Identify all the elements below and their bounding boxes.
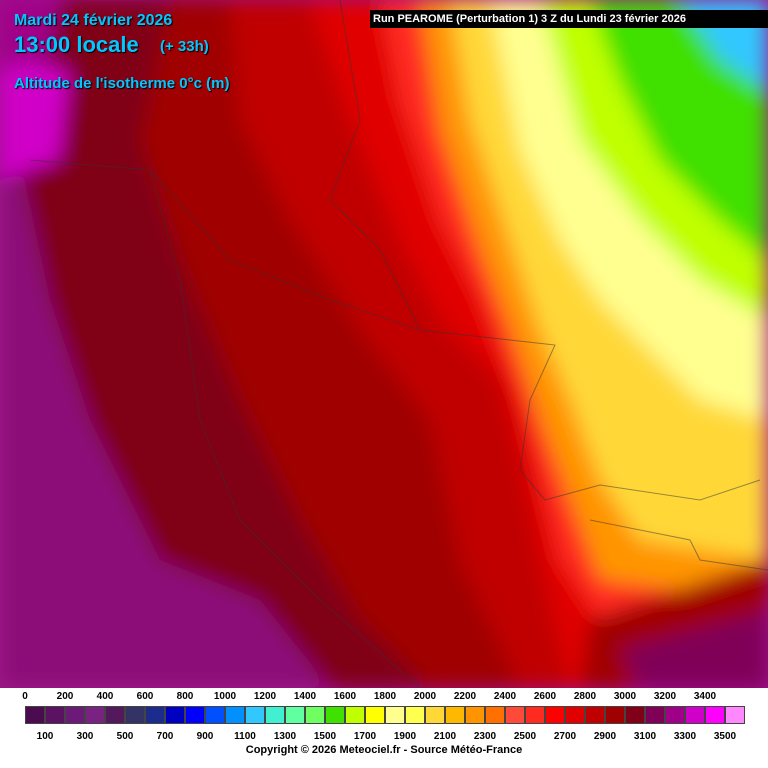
legend-swatch	[365, 706, 385, 724]
legend-swatch	[85, 706, 105, 724]
legend-swatch	[585, 706, 605, 724]
legend-label: 1700	[353, 731, 377, 742]
legend-swatch	[225, 706, 245, 724]
legend-label: 3100	[633, 731, 657, 742]
lead-time: (+ 33h)	[160, 38, 209, 55]
legend-label: 3300	[673, 731, 697, 742]
legend-swatch	[285, 706, 305, 724]
legend-swatch	[565, 706, 585, 724]
legend-label: 0	[22, 691, 28, 702]
legend-label: 700	[156, 731, 174, 742]
legend-label: 2800	[573, 691, 597, 702]
legend-swatch	[625, 706, 645, 724]
legend-label: 200	[56, 691, 74, 702]
legend-label: 900	[196, 731, 214, 742]
legend-label: 2900	[593, 731, 617, 742]
legend-label: 300	[76, 731, 94, 742]
legend-swatch	[665, 706, 685, 724]
legend-swatch	[725, 706, 745, 724]
legend-swatch	[545, 706, 565, 724]
legend-label: 100	[36, 731, 54, 742]
legend-label: 600	[136, 691, 154, 702]
legend-swatch	[345, 706, 365, 724]
legend-label: 2700	[553, 731, 577, 742]
legend-swatch	[245, 706, 265, 724]
legend-swatch	[105, 706, 125, 724]
legend-label: 400	[96, 691, 114, 702]
legend-swatch	[45, 706, 65, 724]
legend-swatch	[265, 706, 285, 724]
legend-label: 2600	[533, 691, 557, 702]
legend-label: 1800	[373, 691, 397, 702]
legend-label: 500	[116, 731, 134, 742]
legend-swatch	[205, 706, 225, 724]
legend-label: 3000	[613, 691, 637, 702]
legend-swatch	[65, 706, 85, 724]
time: 13:00 locale	[14, 32, 139, 57]
legend-swatch	[605, 706, 625, 724]
legend-label: 2000	[413, 691, 437, 702]
legend-label: 2100	[433, 731, 457, 742]
legend-label: 1500	[313, 731, 337, 742]
legend-label: 1300	[273, 731, 297, 742]
legend-label: 3400	[693, 691, 717, 702]
legend-swatch	[705, 706, 725, 724]
legend-swatch	[165, 706, 185, 724]
legend-swatch	[325, 706, 345, 724]
legend-swatch	[25, 706, 45, 724]
legend-label: 1200	[253, 691, 277, 702]
parameter: Altitude de l'isotherme 0°c (m)	[14, 75, 230, 92]
map	[0, 0, 768, 688]
legend-swatch	[445, 706, 465, 724]
legend-swatch	[485, 706, 505, 724]
legend-label: 2500	[513, 731, 537, 742]
legend-swatch	[645, 706, 665, 724]
legend-label: 3500	[713, 731, 737, 742]
legend-label: 3200	[653, 691, 677, 702]
legend-swatch	[425, 706, 445, 724]
legend-swatch	[385, 706, 405, 724]
legend-label: 2400	[493, 691, 517, 702]
legend-swatch	[405, 706, 425, 724]
legend-swatch	[305, 706, 325, 724]
legend-swatch	[125, 706, 145, 724]
legend-swatch	[505, 706, 525, 724]
legend-swatch	[525, 706, 545, 724]
legend-label: 1600	[333, 691, 357, 702]
legend	[0, 688, 768, 768]
copyright: Copyright © 2026 Meteociel.fr - Source M…	[245, 744, 523, 756]
run-info: Run PEAROME (Perturbation 1) 3 Z du Lund…	[370, 10, 768, 28]
legend-label: 1000	[213, 691, 237, 702]
legend-swatch	[685, 706, 705, 724]
date: Mardi 24 février 2026	[14, 12, 173, 29]
legend-swatch	[185, 706, 205, 724]
legend-swatch	[145, 706, 165, 724]
legend-label: 800	[176, 691, 194, 702]
legend-label: 1400	[293, 691, 317, 702]
legend-swatch	[465, 706, 485, 724]
legend-label: 2200	[453, 691, 477, 702]
legend-label: 1900	[393, 731, 417, 742]
legend-label: 1100	[234, 731, 256, 742]
legend-label: 2300	[473, 731, 497, 742]
